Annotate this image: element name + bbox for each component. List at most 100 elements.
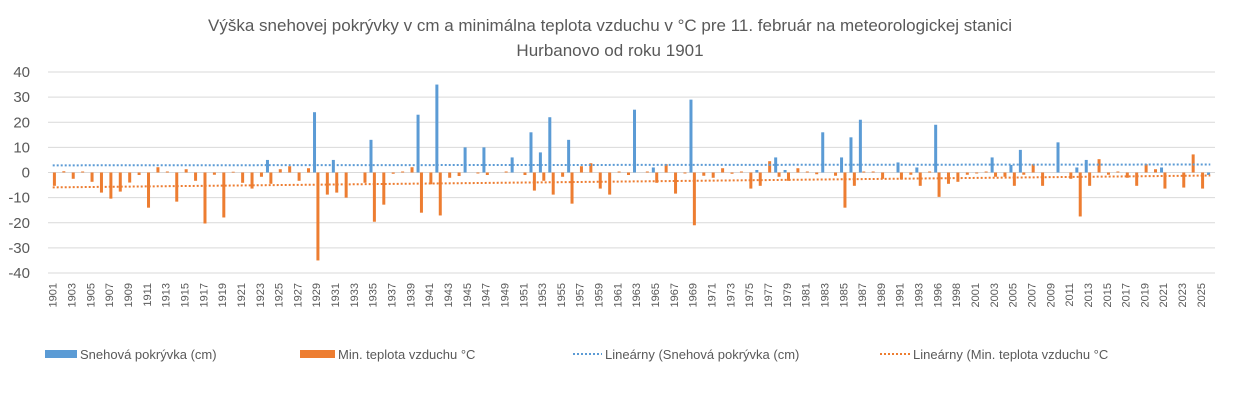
trendlines: [52, 163, 1211, 189]
temp-bar: [862, 171, 866, 173]
x-tick-label: 2003: [989, 283, 1001, 307]
y-tick-label: -10: [8, 190, 30, 207]
x-tick-label: 1953: [537, 283, 549, 307]
temp-bar: [278, 169, 282, 173]
x-tick-label: 1971: [706, 283, 718, 307]
temp-bar: [165, 171, 169, 173]
temp-bar: [730, 172, 734, 174]
x-tick-label: 1933: [349, 283, 361, 307]
snow-bar: [915, 167, 919, 173]
temp-bar: [476, 172, 480, 174]
x-tick-label: 1927: [292, 283, 304, 307]
snow-bar: [821, 132, 825, 173]
snow-bar: [313, 112, 317, 173]
temp-bar: [871, 171, 875, 173]
temp-bar: [222, 172, 226, 218]
snow-bar: [783, 169, 787, 173]
snow-bar: [567, 139, 571, 173]
x-tick-label: 1973: [725, 283, 737, 307]
temp-bar: [1154, 169, 1158, 173]
x-axis-tick-labels: 1901 1903 1905 1907 1909 1911 1913 1915 1917 1919…: [48, 283, 1208, 307]
legend-label-snow: Snehová pokrývka (cm): [80, 347, 217, 362]
x-tick-label: 1961: [612, 283, 624, 307]
x-tick-label: 1923: [255, 283, 267, 307]
temp-bar: [335, 172, 339, 193]
temp-bar: [928, 171, 932, 173]
temp-bar: [1069, 172, 1073, 179]
x-tick-label: 1929: [311, 283, 323, 307]
y-axis-tick-labels: 40 30 20 10 0 -10 -20 -30 -40: [8, 64, 30, 282]
temp-bar: [147, 172, 151, 208]
snow-bar: [858, 119, 862, 173]
snow-bar: [990, 157, 994, 173]
temp-bar: [786, 172, 790, 181]
x-tick-label: 1909: [123, 283, 135, 307]
x-tick-label: 1975: [744, 283, 756, 307]
x-tick-label: 1931: [330, 283, 342, 307]
temp-bar: [768, 161, 772, 173]
snow-bar: [435, 84, 439, 173]
x-tick-label: 1907: [104, 283, 116, 307]
temp-bar: [608, 172, 612, 195]
x-tick-label: 1913: [161, 283, 173, 307]
temp-bar: [1097, 159, 1101, 173]
temp-bar: [297, 172, 301, 181]
temp-bar: [259, 172, 263, 177]
snow-bar: [1009, 164, 1013, 173]
x-tick-label: 1959: [594, 283, 606, 307]
x-tick-label: 1993: [914, 283, 926, 307]
temp-bar: [843, 172, 847, 208]
temp-bar: [617, 171, 621, 173]
temp-bar: [504, 171, 508, 173]
x-tick-label: 1967: [669, 283, 681, 307]
temp-bar: [1201, 172, 1205, 189]
temp-bar: [589, 163, 593, 173]
snow-bar: [1018, 149, 1022, 173]
x-tick-label: 2015: [1102, 283, 1114, 307]
temp-bar: [71, 172, 75, 179]
temp-bar: [372, 172, 376, 222]
y-tick-label: 30: [13, 89, 30, 106]
snow-bar: [1207, 172, 1211, 176]
temp-bar: [965, 172, 969, 175]
y-tick-label: 0: [22, 165, 30, 182]
x-tick-label: 1905: [85, 283, 97, 307]
temp-bar: [655, 172, 659, 183]
x-tick-label: 1983: [819, 283, 831, 307]
snow-bar: [651, 167, 655, 173]
x-tick-label: 1969: [688, 283, 700, 307]
temp-bar: [796, 168, 800, 173]
temp-bar: [739, 171, 743, 173]
snow-bar: [896, 162, 900, 173]
x-tick-label: 1917: [198, 283, 210, 307]
temp-bar: [429, 172, 433, 185]
y-tick-label: 40: [13, 64, 30, 81]
x-tick-label: 1937: [387, 283, 399, 307]
temp-bar: [1135, 172, 1139, 186]
snow-bar: [463, 147, 467, 173]
x-tick-label: 2023: [1177, 283, 1189, 307]
temp-bar: [1163, 172, 1167, 189]
y-tick-label: 10: [13, 139, 30, 156]
temp-bar: [1144, 164, 1148, 173]
temp-bar: [316, 172, 320, 261]
x-tick-label: 1977: [763, 283, 775, 307]
temp-bar: [1116, 171, 1120, 173]
temp-bar: [1125, 172, 1129, 178]
snow-trendline: [52, 163, 1211, 167]
temp-bar: [975, 172, 979, 174]
temp-bar: [721, 168, 725, 173]
x-tick-label: 1925: [274, 283, 286, 307]
temp-bar: [307, 168, 311, 173]
temp-bar: [777, 172, 781, 177]
temp-bar: [231, 171, 235, 173]
temp-bar: [212, 172, 216, 175]
x-tick-label: 2009: [1045, 283, 1057, 307]
y-tick-label: -30: [8, 240, 30, 257]
snow-bar: [529, 132, 533, 173]
temp-bar: [194, 172, 198, 181]
snow-bar: [1056, 142, 1060, 173]
x-tick-label: 1949: [499, 283, 511, 307]
snow-bar: [934, 124, 938, 173]
temp-bar: [899, 172, 903, 180]
